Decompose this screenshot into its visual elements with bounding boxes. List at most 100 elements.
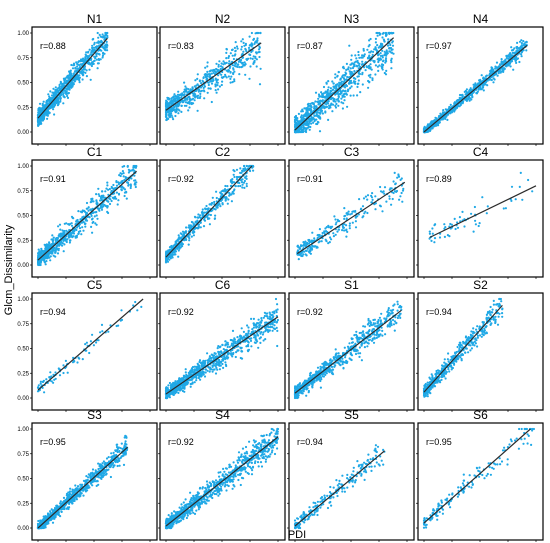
data-point <box>525 41 528 44</box>
data-point <box>374 208 377 211</box>
data-point <box>332 85 335 88</box>
y-tick-label: 0.75 <box>17 56 29 62</box>
data-point <box>512 68 515 71</box>
data-point <box>309 104 312 107</box>
data-point <box>510 49 514 52</box>
data-point <box>383 53 386 56</box>
data-point <box>500 58 503 61</box>
data-point <box>61 85 64 88</box>
data-point <box>218 85 221 88</box>
data-point <box>383 186 387 189</box>
data-point <box>331 80 334 83</box>
data-point <box>339 78 342 81</box>
data-point <box>208 203 211 206</box>
data-point <box>477 224 480 228</box>
data-point <box>386 44 390 47</box>
data-point <box>358 72 361 76</box>
data-point <box>66 74 69 77</box>
data-point <box>164 261 168 264</box>
data-point <box>184 85 187 88</box>
data-point <box>95 58 98 61</box>
data-point <box>373 48 376 51</box>
data-point <box>372 59 375 63</box>
data-point <box>72 64 75 67</box>
data-point <box>256 37 259 40</box>
data-point <box>219 192 222 195</box>
data-point <box>510 46 513 49</box>
data-point <box>313 237 316 240</box>
data-point <box>215 78 218 81</box>
data-point <box>54 86 57 89</box>
data-point <box>197 94 200 97</box>
data-point <box>347 210 350 213</box>
data-point <box>332 232 335 235</box>
data-point <box>225 196 228 199</box>
data-point <box>228 194 231 197</box>
data-point <box>221 189 224 192</box>
data-point <box>320 240 323 243</box>
data-point <box>531 190 534 193</box>
data-point <box>52 108 55 111</box>
data-point <box>187 109 190 112</box>
data-point <box>337 100 340 103</box>
panel-title: C4 <box>473 145 489 159</box>
data-point <box>327 118 330 121</box>
data-point <box>382 190 385 193</box>
data-point <box>173 249 176 253</box>
data-point <box>324 111 327 114</box>
data-point <box>40 110 43 113</box>
data-point <box>453 217 456 220</box>
data-point <box>165 118 168 122</box>
data-point <box>242 50 245 53</box>
data-point <box>96 31 99 35</box>
data-point <box>313 105 316 108</box>
data-point <box>342 102 345 105</box>
data-point <box>101 33 104 36</box>
data-point <box>206 61 209 64</box>
data-point <box>345 68 348 71</box>
data-point <box>213 70 217 73</box>
data-point <box>167 111 170 114</box>
data-point <box>345 93 348 96</box>
data-point <box>206 208 209 211</box>
data-point <box>48 241 51 244</box>
data-point <box>367 56 370 59</box>
data-point <box>199 226 202 229</box>
data-point <box>317 102 320 106</box>
data-point <box>243 61 246 64</box>
data-point <box>493 78 496 81</box>
data-point <box>385 200 388 203</box>
data-point <box>99 199 102 202</box>
data-point <box>299 244 303 247</box>
data-point <box>331 88 334 91</box>
data-point <box>232 72 235 76</box>
data-point <box>42 117 45 120</box>
data-point <box>107 200 110 203</box>
data-point <box>45 101 48 105</box>
data-point <box>217 88 220 91</box>
data-point <box>304 129 307 132</box>
data-point <box>371 192 374 195</box>
data-point <box>136 309 139 312</box>
data-point <box>89 58 93 62</box>
data-point <box>65 90 68 93</box>
data-point <box>120 189 123 192</box>
data-point <box>372 50 375 54</box>
data-point <box>188 106 191 109</box>
data-point <box>129 184 132 188</box>
data-point <box>510 199 513 202</box>
data-point <box>100 194 103 198</box>
data-point <box>249 65 252 68</box>
data-point <box>219 205 222 208</box>
data-point <box>222 75 225 79</box>
data-point <box>302 253 305 256</box>
data-point <box>190 235 193 238</box>
data-point <box>178 246 181 249</box>
data-point <box>199 86 203 89</box>
data-point <box>201 208 204 211</box>
data-point <box>200 82 203 85</box>
data-point <box>343 217 346 220</box>
data-point <box>131 168 135 171</box>
data-point <box>244 47 247 51</box>
data-point <box>329 225 332 228</box>
